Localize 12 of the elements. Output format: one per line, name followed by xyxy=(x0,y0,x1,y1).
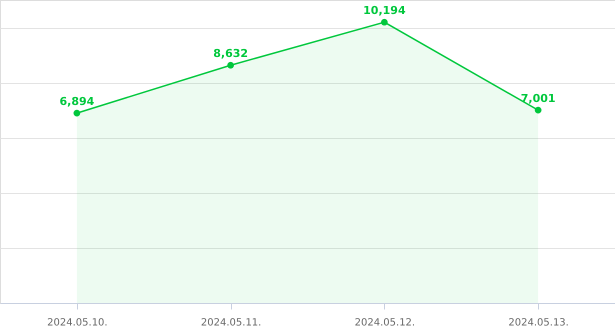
x-tick-label: 2024.05.10. xyxy=(47,318,108,328)
x-tick-label: 2024.05.13. xyxy=(508,318,569,328)
data-label: 8,632 xyxy=(213,47,248,60)
data-label: 10,194 xyxy=(363,4,406,18)
data-label: 7,001 xyxy=(520,92,556,106)
point xyxy=(381,18,388,26)
point xyxy=(534,106,542,114)
x-tick-label: 2024.05.11. xyxy=(200,318,262,328)
point xyxy=(227,62,234,69)
data-label: 6,894 xyxy=(59,95,95,108)
point xyxy=(74,110,80,116)
x-tick-label: 2024.05.12. xyxy=(354,318,416,328)
